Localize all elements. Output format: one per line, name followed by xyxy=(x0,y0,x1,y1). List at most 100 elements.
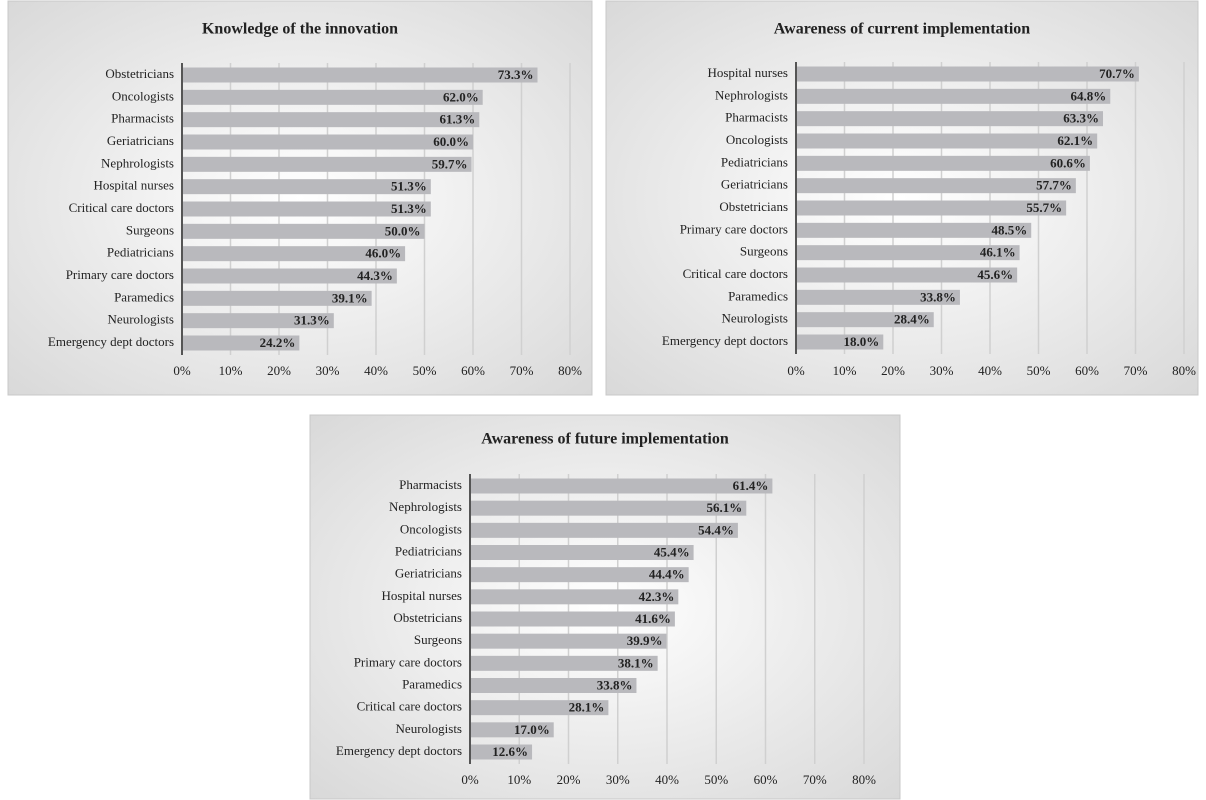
value-label: 48.5% xyxy=(991,222,1027,237)
value-label: 60.0% xyxy=(433,134,469,149)
bar xyxy=(796,88,1111,104)
category-label: Primary care doctors xyxy=(680,221,788,236)
bar xyxy=(182,268,397,284)
bar xyxy=(470,700,609,716)
value-label: 57.7% xyxy=(1036,178,1072,193)
category-label: Oncologists xyxy=(726,132,788,147)
category-label: Oncologists xyxy=(112,88,174,103)
bar xyxy=(796,289,960,305)
bar xyxy=(470,500,747,516)
category-label: Obstetricians xyxy=(105,66,174,81)
value-label: 55.7% xyxy=(1026,200,1062,215)
category-label: Pediatricians xyxy=(721,154,788,169)
value-label: 28.1% xyxy=(569,700,605,715)
bar xyxy=(796,155,1090,171)
x-tick-label: 70% xyxy=(1124,363,1148,378)
category-label: Neurologists xyxy=(108,312,174,327)
x-tick-label: 50% xyxy=(704,772,728,787)
bar xyxy=(182,290,372,306)
chart-title: Knowledge of the innovation xyxy=(202,21,398,38)
value-label: 24.2% xyxy=(260,335,296,350)
category-label: Geriatricians xyxy=(395,566,462,581)
value-label: 54.4% xyxy=(698,522,734,537)
category-label: Hospital nurses xyxy=(93,178,174,193)
value-label: 59.7% xyxy=(432,156,468,171)
chart-title: Awareness of future implementation xyxy=(481,431,729,448)
value-label: 17.0% xyxy=(514,722,550,737)
bar xyxy=(470,722,554,738)
x-tick-label: 0% xyxy=(173,363,191,378)
bar xyxy=(796,133,1098,149)
bar xyxy=(470,655,658,671)
category-label: Oncologists xyxy=(400,521,462,536)
value-label: 62.1% xyxy=(1057,133,1093,148)
x-tick-label: 70% xyxy=(510,363,534,378)
value-label: 33.8% xyxy=(920,289,956,304)
category-label: Critical care doctors xyxy=(683,266,788,281)
category-label: Obstetricians xyxy=(393,610,462,625)
value-label: 64.8% xyxy=(1071,88,1107,103)
value-label: 61.3% xyxy=(440,112,476,127)
value-label: 56.1% xyxy=(707,500,743,515)
x-tick-label: 60% xyxy=(1075,363,1099,378)
category-label: Hospital nurses xyxy=(707,65,788,80)
category-label: Primary care doctors xyxy=(66,267,174,282)
x-tick-label: 50% xyxy=(413,363,437,378)
value-label: 41.6% xyxy=(635,611,671,626)
value-label: 51.3% xyxy=(391,179,427,194)
value-label: 18.0% xyxy=(844,334,880,349)
value-label: 51.3% xyxy=(391,201,427,216)
category-label: Critical care doctors xyxy=(357,699,462,714)
bar xyxy=(182,179,431,195)
x-tick-label: 40% xyxy=(364,363,388,378)
category-label: Pharmacists xyxy=(399,477,462,492)
value-label: 62.0% xyxy=(443,89,479,104)
bar xyxy=(470,567,689,583)
value-label: 42.3% xyxy=(639,589,675,604)
bar xyxy=(796,222,1032,238)
value-label: 39.9% xyxy=(627,633,663,648)
x-tick-label: 80% xyxy=(1172,363,1196,378)
panel xyxy=(7,0,593,396)
bar xyxy=(796,245,1020,261)
bar xyxy=(470,611,675,627)
category-label: Nephrologists xyxy=(101,155,174,170)
value-label: 60.6% xyxy=(1050,155,1086,170)
chart-title: Awareness of current implementation xyxy=(774,21,1031,38)
x-tick-label: 20% xyxy=(267,363,291,378)
bar xyxy=(796,111,1104,127)
panel xyxy=(309,414,901,800)
x-tick-label: 10% xyxy=(833,363,857,378)
category-label: Nephrologists xyxy=(389,499,462,514)
value-label: 39.1% xyxy=(332,290,368,305)
category-label: Pediatricians xyxy=(395,543,462,558)
x-tick-label: 50% xyxy=(1027,363,1051,378)
x-tick-label: 0% xyxy=(787,363,805,378)
bar xyxy=(182,223,425,239)
x-tick-label: 0% xyxy=(461,772,479,787)
category-label: Nephrologists xyxy=(715,87,788,102)
bar xyxy=(182,89,483,105)
bar xyxy=(470,522,738,538)
bar xyxy=(470,744,533,760)
category-label: Geriatricians xyxy=(107,133,174,148)
category-label: Pediatricians xyxy=(107,245,174,260)
x-tick-label: 40% xyxy=(655,772,679,787)
bar xyxy=(470,545,694,560)
category-label: Geriatricians xyxy=(721,177,788,192)
category-label: Hospital nurses xyxy=(381,588,462,603)
value-label: 31.3% xyxy=(294,313,330,328)
bar xyxy=(796,334,884,350)
category-label: Surgeons xyxy=(414,632,462,647)
bar xyxy=(470,589,679,605)
bar xyxy=(470,678,637,693)
value-label: 38.1% xyxy=(618,655,654,670)
value-label: 28.4% xyxy=(894,312,930,327)
value-label: 46.1% xyxy=(980,245,1016,260)
bar xyxy=(796,267,1018,283)
bar xyxy=(470,478,773,494)
bar xyxy=(796,178,1076,194)
bar xyxy=(470,633,667,649)
value-label: 44.3% xyxy=(357,268,393,283)
